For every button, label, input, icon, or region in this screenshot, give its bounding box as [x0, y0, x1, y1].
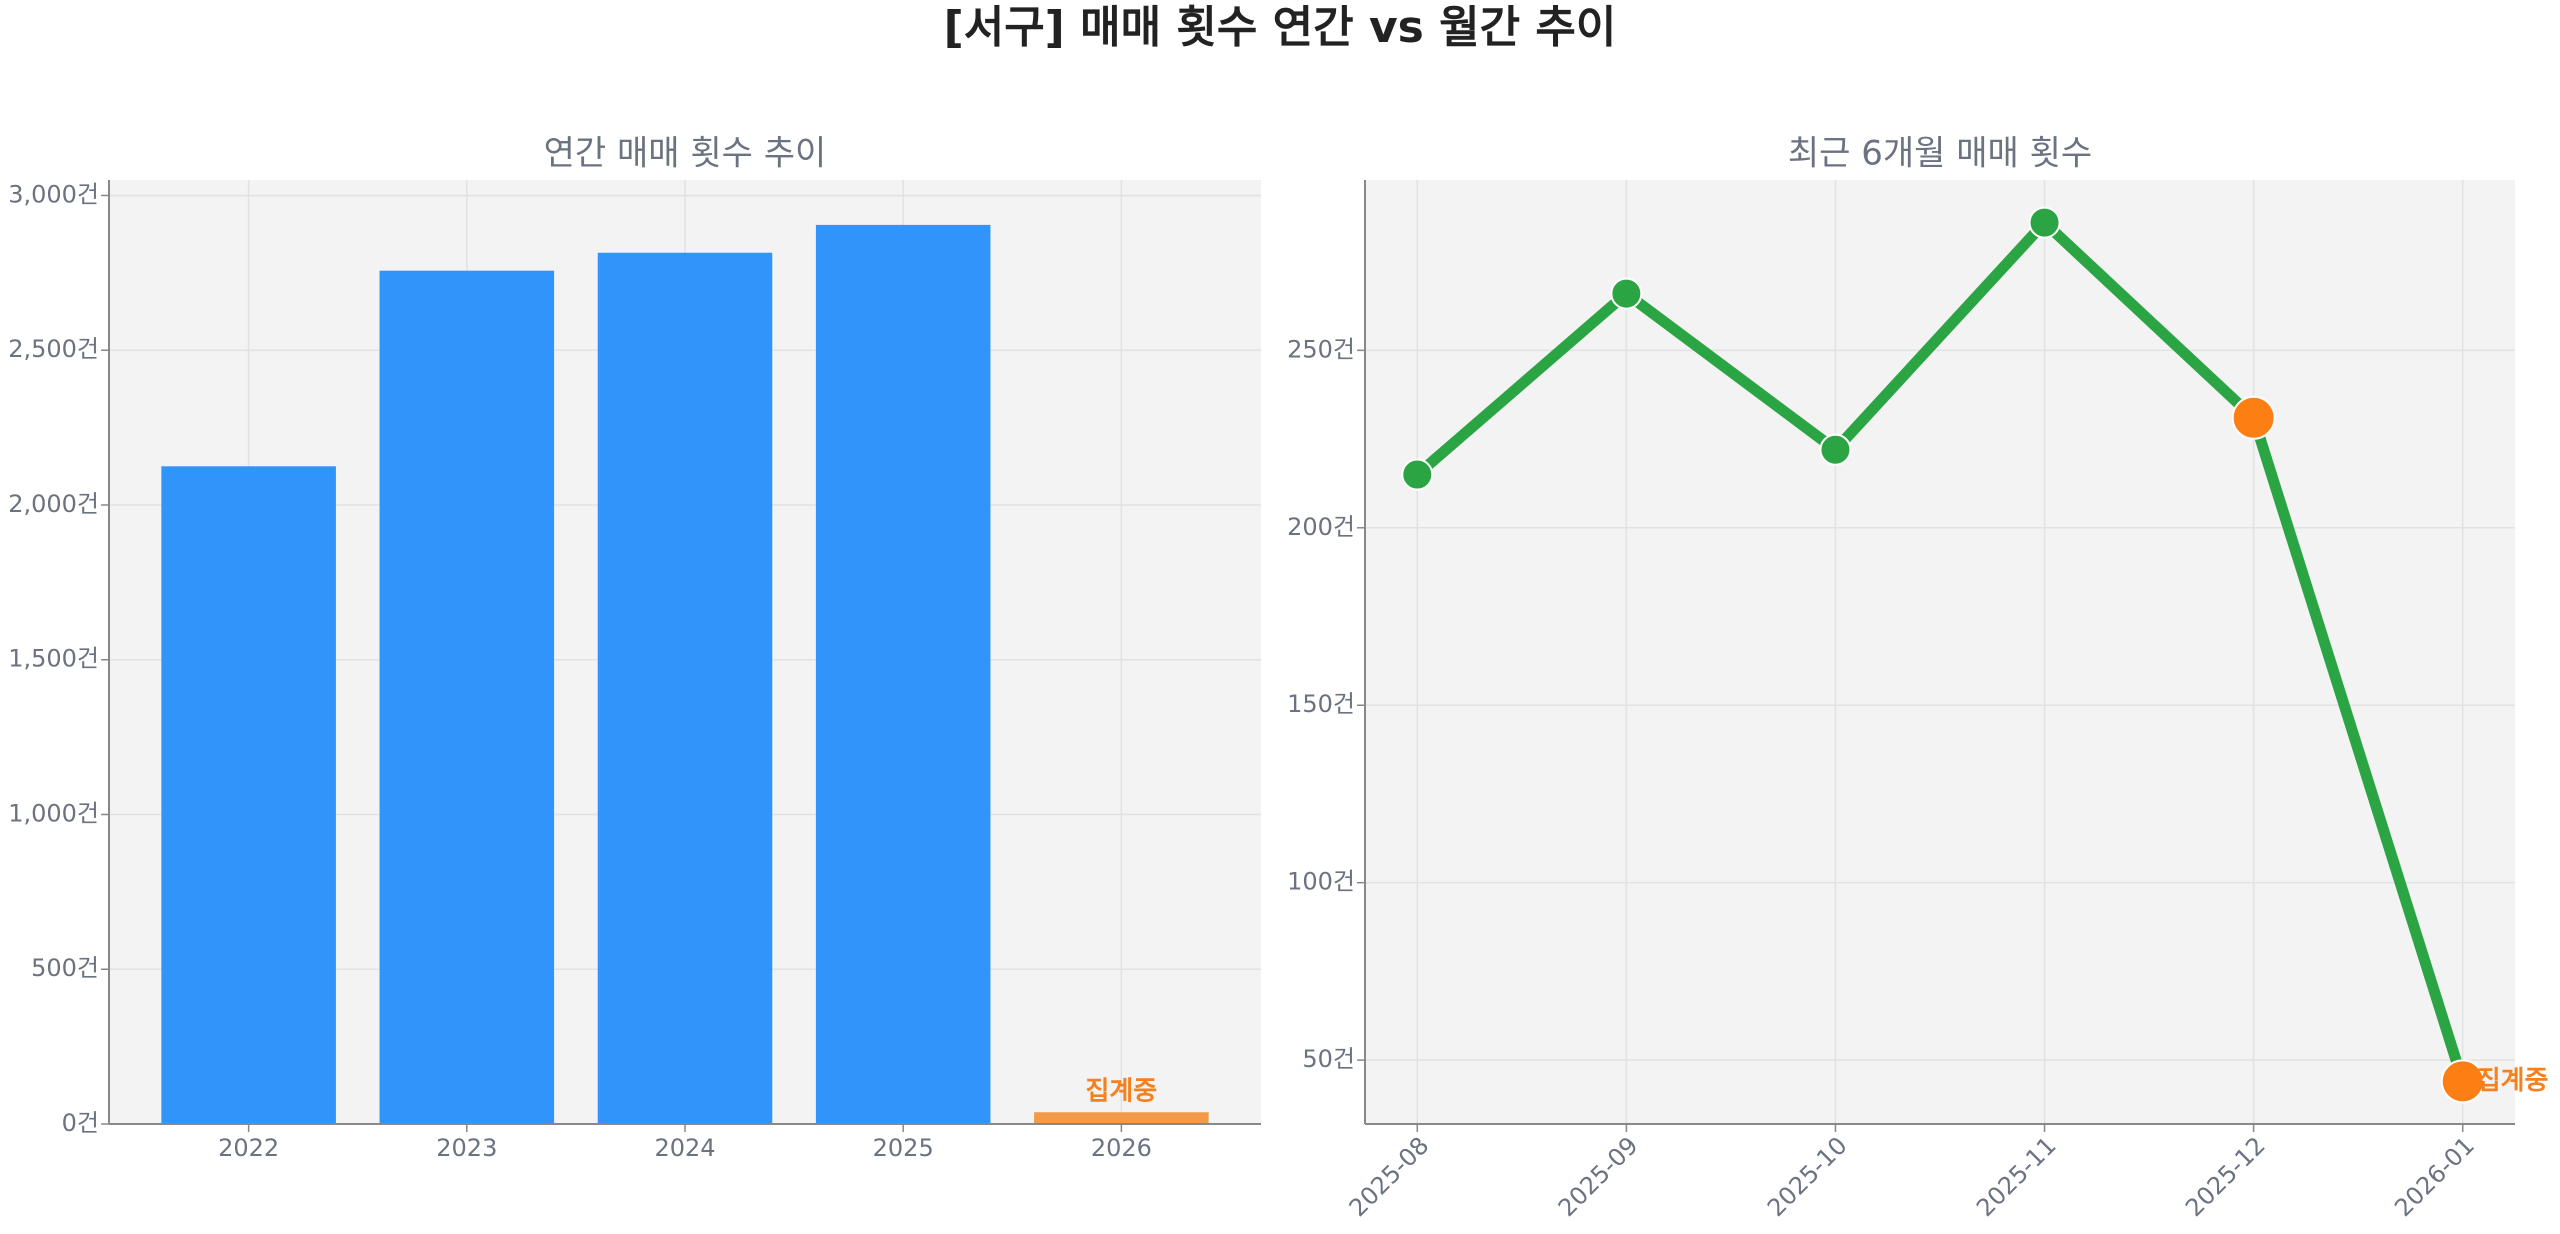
y-tick-label: 3,000건 — [8, 180, 99, 208]
marker — [1819, 433, 1852, 466]
bar — [815, 224, 991, 1125]
marker — [2028, 206, 2061, 239]
subplot-title: 연간 매매 횟수 추이 — [544, 134, 827, 174]
highlight-marker — [2231, 395, 2276, 440]
x-tick-label: 2026-01 — [2389, 1131, 2480, 1222]
x-tick-label: 2025 — [873, 1134, 934, 1162]
marker — [1610, 277, 1643, 310]
x-tick-label: 2025-10 — [1762, 1131, 1853, 1222]
x-tick-label: 2024 — [654, 1134, 715, 1162]
y-tick-label: 1,000건 — [8, 799, 99, 827]
y-tick-label: 2,000건 — [8, 490, 99, 518]
bar — [161, 466, 336, 1125]
figure-title: [서구] 매매 횟수 연간 vs 월간 추이 — [944, 2, 1617, 53]
annotation: 집계중 — [2477, 1066, 2549, 1096]
y-tick-label: 50건 — [1302, 1045, 1355, 1073]
y-tick-label: 150건 — [1287, 690, 1355, 718]
bar — [597, 252, 773, 1124]
bar — [1034, 1112, 1209, 1124]
line — [1413, 217, 2468, 1084]
marker — [1401, 458, 1434, 491]
y-tick-label: 1,500건 — [8, 645, 99, 673]
highlight-marker — [2440, 1059, 2485, 1104]
x-tick-label: 2022 — [218, 1134, 279, 1162]
x-tick-label: 2026 — [1091, 1134, 1152, 1162]
x-tick-label: 2023 — [436, 1134, 497, 1162]
y-tick-label: 2,500건 — [8, 335, 99, 363]
y-tick-label: 0건 — [62, 1109, 99, 1137]
y-tick-label: 100건 — [1287, 868, 1355, 896]
x-tick-label: 2025-12 — [2180, 1131, 2271, 1222]
x-tick-label: 2025-08 — [1344, 1131, 1435, 1222]
y-tick-label: 200건 — [1287, 513, 1355, 541]
annotation: 집계중 — [1085, 1077, 1157, 1107]
x-tick-label: 2025-09 — [1553, 1131, 1644, 1222]
plot-background — [1365, 180, 2515, 1124]
subplot-title: 최근 6개월 매매 횟수 — [1788, 134, 2092, 174]
y-tick-label: 500건 — [31, 954, 99, 982]
bar — [379, 270, 555, 1124]
x-tick-label: 2025-11 — [1971, 1131, 2062, 1222]
y-tick-label: 250건 — [1287, 335, 1355, 363]
